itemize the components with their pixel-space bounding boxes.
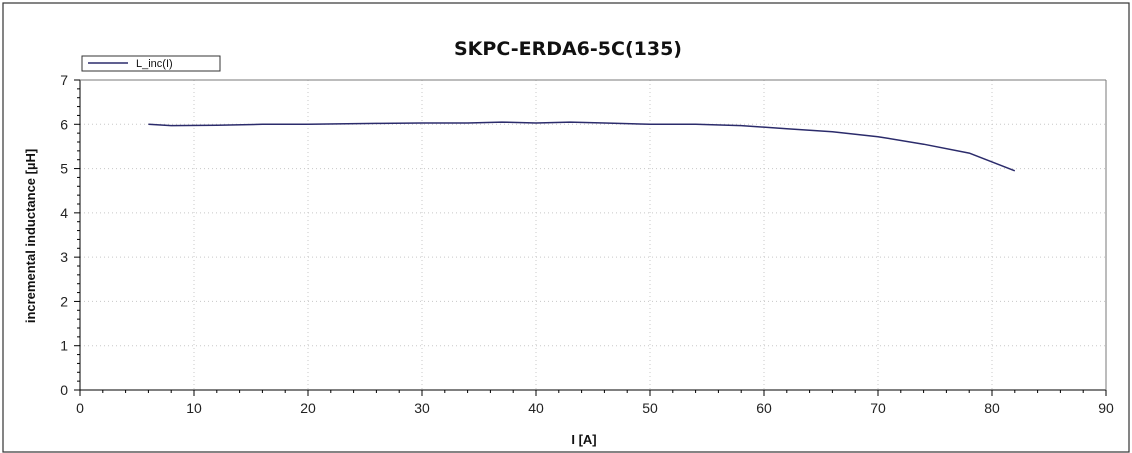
- legend-entry-label: L_inc(I): [136, 58, 173, 70]
- y-axis-title: incremental inductance [µH]: [23, 149, 38, 323]
- x-tick-label: 80: [984, 400, 1000, 416]
- series-line-l-inc: [148, 121, 1016, 172]
- legend: L_inc(I): [81, 55, 221, 72]
- y-tick-label: 7: [60, 72, 68, 88]
- y-tick-label: 1: [60, 338, 68, 354]
- legend-box: [81, 55, 221, 72]
- plot-series: [148, 121, 1016, 172]
- x-tick-label: 40: [528, 400, 544, 416]
- y-ticks: 0 1 2 3 4 5 6 7: [60, 72, 80, 398]
- chart-title: SKPC-ERDA6-5C(135): [454, 38, 682, 60]
- x-tick-label: 0: [76, 400, 84, 416]
- x-tick-label: 50: [642, 400, 658, 416]
- x-tick-label: 70: [870, 400, 886, 416]
- y-tick-label: 5: [60, 161, 68, 177]
- axes: [79, 79, 1107, 391]
- x-tick-label: 90: [1098, 400, 1114, 416]
- x-ticks: 0 10 20 30 40 50 60 70 80 90: [76, 390, 1114, 416]
- y-tick-label: 0: [60, 382, 68, 398]
- x-tick-label: 30: [414, 400, 430, 416]
- x-tick-label: 20: [300, 400, 316, 416]
- y-tick-label: 3: [60, 249, 68, 265]
- y-tick-label: 2: [60, 293, 68, 309]
- x-tick-label: 60: [756, 400, 772, 416]
- x-tick-label: 10: [186, 400, 202, 416]
- y-tick-label: 6: [60, 116, 68, 132]
- y-tick-label: 4: [60, 205, 68, 221]
- x-axis-title: I [A]: [571, 432, 596, 447]
